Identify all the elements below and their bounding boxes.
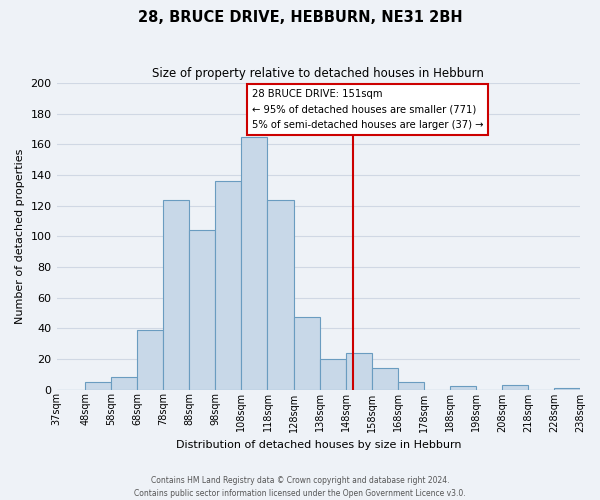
Text: Contains HM Land Registry data © Crown copyright and database right 2024.
Contai: Contains HM Land Registry data © Crown c… — [134, 476, 466, 498]
Bar — [241, 136, 268, 390]
Bar — [190, 230, 215, 390]
Y-axis label: Number of detached properties: Number of detached properties — [15, 148, 25, 324]
Text: 28 BRUCE DRIVE: 151sqm
← 95% of detached houses are smaller (771)
5% of semi-det: 28 BRUCE DRIVE: 151sqm ← 95% of detached… — [252, 89, 484, 130]
Bar — [215, 181, 241, 390]
Bar — [346, 352, 371, 390]
Bar — [111, 378, 137, 390]
Title: Size of property relative to detached houses in Hebburn: Size of property relative to detached ho… — [152, 68, 484, 80]
Bar — [320, 359, 346, 390]
Bar — [293, 318, 320, 390]
Text: 28, BRUCE DRIVE, HEBBURN, NE31 2BH: 28, BRUCE DRIVE, HEBBURN, NE31 2BH — [137, 10, 463, 25]
Bar — [85, 382, 111, 390]
X-axis label: Distribution of detached houses by size in Hebburn: Distribution of detached houses by size … — [176, 440, 461, 450]
Bar — [268, 200, 293, 390]
Bar — [163, 200, 190, 390]
Bar — [137, 330, 163, 390]
Bar — [398, 382, 424, 390]
Bar — [502, 385, 528, 390]
Bar — [450, 386, 476, 390]
Bar — [554, 388, 580, 390]
Bar — [371, 368, 398, 390]
